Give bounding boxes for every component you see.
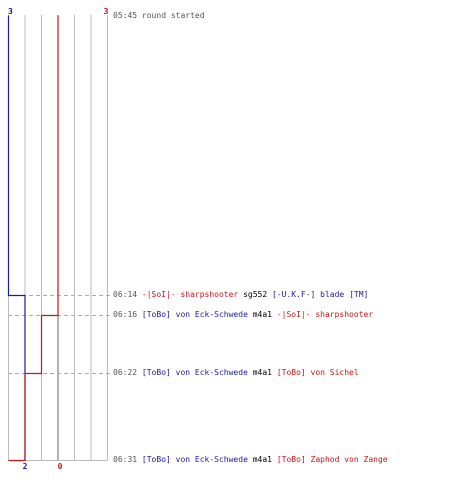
event-time: 06:31	[113, 455, 138, 464]
killer-name: -|SoI|- sharpshooter	[141, 290, 239, 299]
victim-name: [ToBo] Zaphod von Zange	[276, 455, 388, 464]
event-time: 06:22	[113, 368, 138, 377]
weapon-name: m4a1	[252, 455, 272, 464]
killer-name: [ToBo] von Eck-Schwede	[141, 310, 248, 319]
event-text: round started	[141, 11, 205, 20]
victim-name: -|SoI|- sharpshooter	[276, 310, 374, 319]
red-start-count-label: 3	[104, 7, 109, 16]
event-kill: 06:22 [ToBo] von Eck-Schwede m4a1 [ToBo]…	[113, 368, 359, 378]
blue-start-count-label: 3	[8, 7, 13, 16]
weapon-name: m4a1	[252, 310, 272, 319]
weapon-name: m4a1	[252, 368, 272, 377]
event-kill: 06:16 [ToBo] von Eck-Schwede m4a1 -|SoI|…	[113, 310, 373, 320]
event-time: 06:16	[113, 310, 138, 319]
weapon-name: sg552	[243, 290, 268, 299]
victim-name: [ToBo] von Sichel	[276, 368, 359, 377]
victim-name: [-U.K.F-] blade [TM]	[272, 290, 369, 299]
event-time: 06:14	[113, 290, 138, 299]
series-line-red	[8, 15, 59, 462]
event-round-start: 05:45 round started	[113, 11, 205, 21]
series-line-blue	[7, 15, 26, 461]
event-time: 05:45	[113, 11, 138, 20]
killer-name: [ToBo] von Eck-Schwede	[141, 455, 248, 464]
blue-end-count-label: 2	[23, 462, 28, 471]
event-kill: 06:31 [ToBo] von Eck-Schwede m4a1 [ToBo]…	[113, 455, 388, 465]
red-end-count-label: 0	[58, 462, 63, 471]
killer-name: [ToBo] von Eck-Schwede	[141, 368, 248, 377]
event-kill: 06:14 -|SoI|- sharpshooter sg552 [-U.K.F…	[113, 290, 368, 300]
